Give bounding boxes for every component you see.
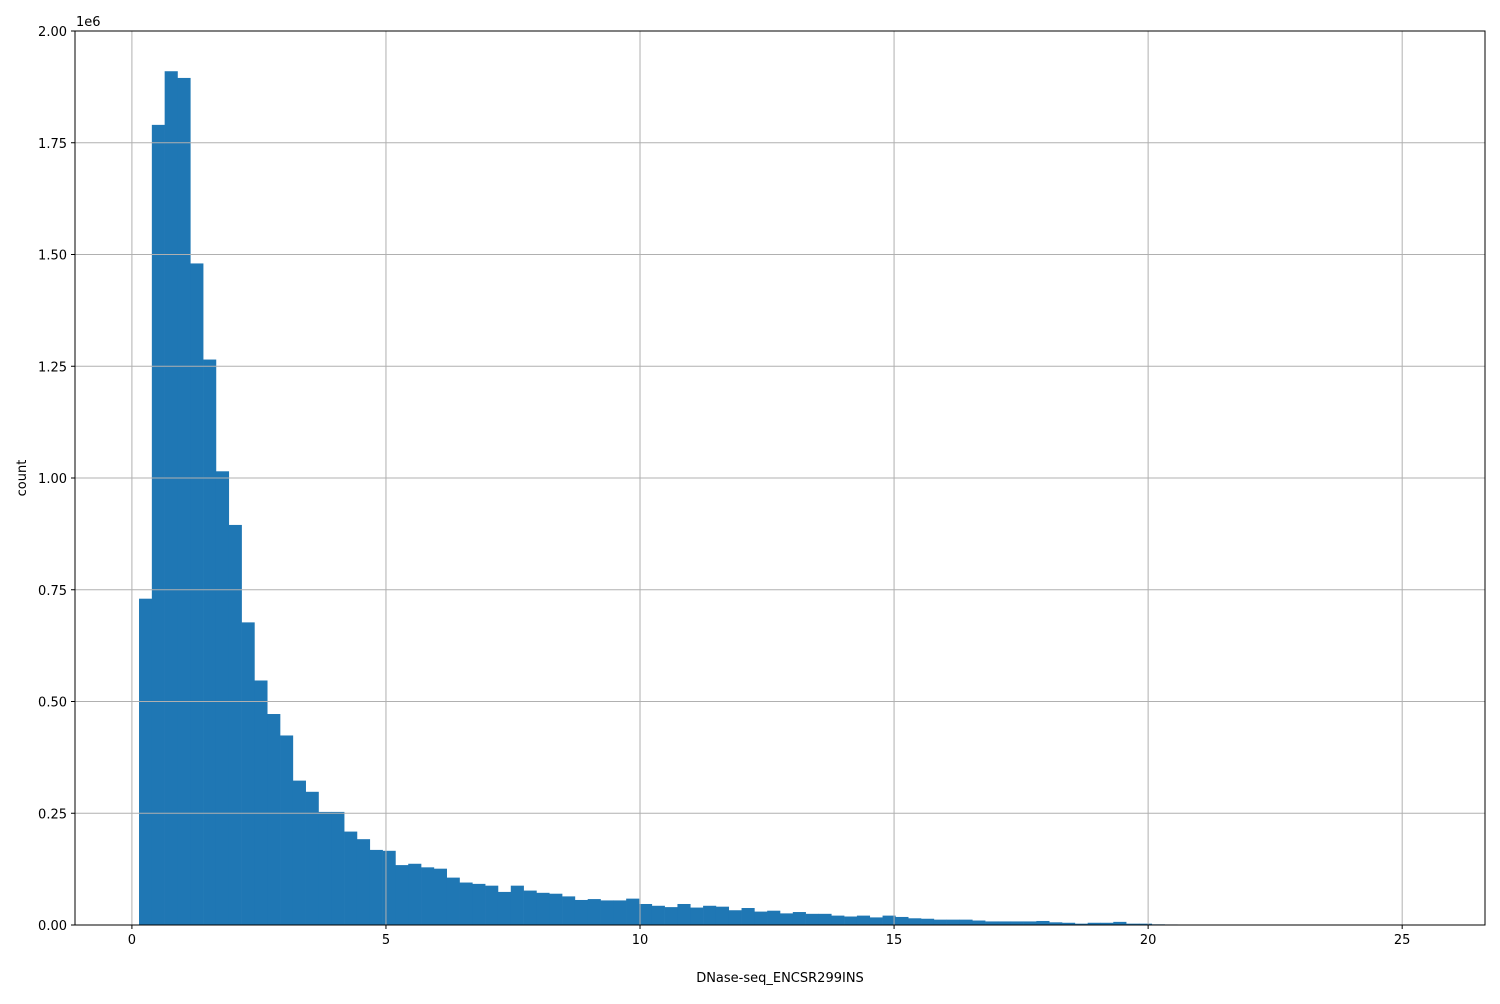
histogram-bar: [780, 913, 793, 925]
histogram-bar: [601, 900, 614, 925]
histogram-bar: [870, 917, 883, 925]
histogram-bar: [152, 125, 165, 925]
y-tick-label: 2.00: [38, 25, 67, 40]
histogram-bar: [229, 525, 242, 925]
histogram-bar: [1011, 921, 1024, 925]
histogram-bar: [626, 899, 639, 925]
histogram-bar: [357, 839, 370, 925]
histogram-bar: [306, 792, 319, 925]
x-tick-label: 10: [632, 933, 649, 948]
histogram-bar: [267, 714, 280, 925]
y-tick-label: 1.75: [38, 137, 67, 152]
histogram-bar: [895, 917, 908, 925]
histogram-bar: [203, 360, 216, 925]
histogram-bar: [818, 914, 831, 925]
x-tick-label: 5: [382, 933, 390, 948]
histogram-bar: [293, 781, 306, 925]
histogram-bar: [908, 918, 921, 925]
histogram-bar: [216, 471, 229, 925]
histogram-bar: [370, 850, 383, 925]
histogram-bar: [139, 599, 152, 925]
x-tick-label: 20: [1140, 933, 1157, 948]
histogram-bar: [165, 71, 178, 925]
histogram-bar: [498, 892, 511, 925]
histogram-bar: [677, 904, 690, 925]
histogram-bar: [344, 832, 357, 925]
histogram-bar: [524, 891, 537, 925]
histogram-bar: [1036, 921, 1049, 925]
histogram-bar: [947, 920, 960, 925]
y-tick-label: 1.25: [38, 360, 67, 375]
histogram-bar: [177, 78, 190, 925]
histogram-bar: [665, 907, 678, 925]
histogram-bar: [857, 916, 870, 925]
histogram-bar: [767, 911, 780, 925]
histogram-bar: [754, 912, 767, 925]
histogram-bar: [434, 869, 447, 925]
histogram-bar: [613, 900, 626, 925]
histogram-bar: [421, 867, 434, 925]
histogram-bar: [921, 919, 934, 925]
histogram-bar: [716, 907, 729, 925]
histogram-bar: [844, 917, 857, 925]
histogram-bar: [383, 851, 396, 925]
histogram-bar: [588, 899, 601, 925]
y-axis-label: count: [15, 460, 30, 497]
histogram-bar: [985, 921, 998, 925]
histogram-bar: [934, 920, 947, 925]
histogram-bar: [280, 735, 293, 925]
y-tick-label: 0.25: [38, 807, 67, 822]
y-axis: 0.00 0.25 0.50 0.75 1.00 1.25 1.50 1.75 2.00: [38, 25, 75, 934]
y-tick-label: 0.00: [38, 919, 67, 934]
histogram-bar: [536, 893, 549, 925]
histogram-bar: [318, 812, 331, 925]
histogram-bar: [1024, 921, 1037, 925]
histogram-bar: [485, 886, 498, 925]
histogram-bar: [447, 878, 460, 925]
histogram-bar: [395, 865, 408, 925]
histogram-bar: [703, 906, 716, 925]
histogram-bar: [511, 886, 524, 925]
histogram-bar: [472, 884, 485, 925]
histogram-bar: [575, 900, 588, 925]
histogram-bar: [331, 812, 344, 925]
y-offset-label: 1e6: [76, 15, 101, 30]
histogram-bar: [998, 921, 1011, 925]
histogram-bar: [793, 912, 806, 925]
histogram-bar: [742, 908, 755, 925]
x-axis-label: DNase-seq_ENCSR299INS: [696, 971, 864, 986]
y-tick-label: 1.00: [38, 472, 67, 487]
y-tick-label: 0.75: [38, 584, 67, 599]
histogram-bar: [562, 896, 575, 925]
histogram-bar: [242, 622, 255, 925]
x-tick-label: 25: [1394, 933, 1411, 948]
histogram-bar: [806, 914, 819, 925]
x-tick-label: 15: [886, 933, 903, 948]
bars: [139, 71, 1421, 925]
histogram-bar: [639, 904, 652, 925]
histogram-bar: [190, 263, 203, 925]
histogram-bar: [460, 883, 473, 925]
histogram-bar: [652, 906, 665, 925]
histogram-bar: [690, 908, 703, 925]
histogram-bar: [729, 910, 742, 925]
histogram-bar: [408, 864, 421, 925]
histogram-bar: [831, 916, 844, 925]
histogram-bar: [254, 680, 267, 925]
x-tick-label: 0: [128, 933, 136, 948]
histogram-bar: [972, 921, 985, 925]
y-tick-label: 0.50: [38, 696, 67, 711]
y-tick-label: 1.50: [38, 249, 67, 264]
histogram-bar: [959, 920, 972, 925]
histogram-bar: [549, 894, 562, 925]
x-axis: 0 5 10 15 20 25: [128, 925, 1411, 948]
